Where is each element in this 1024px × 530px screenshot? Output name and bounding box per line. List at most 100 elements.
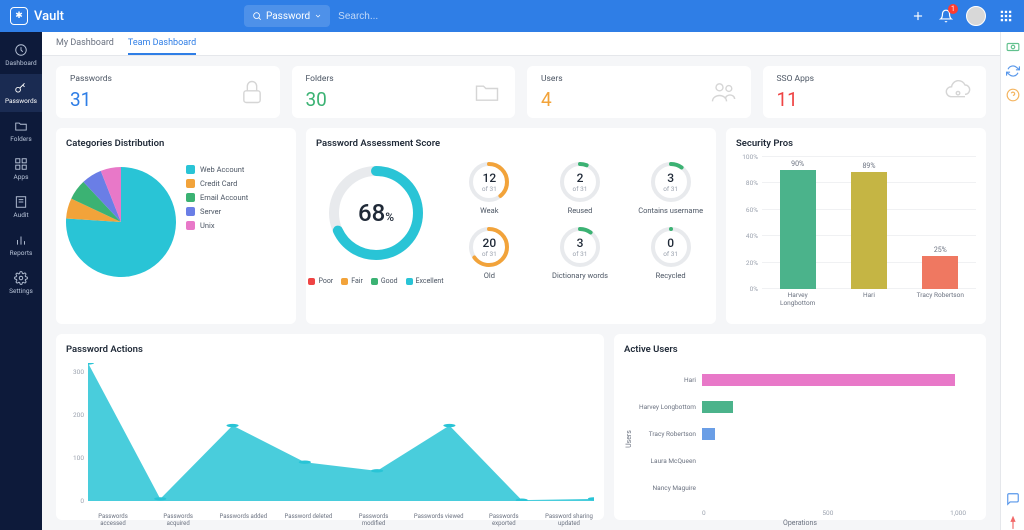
right-rail bbox=[1000, 32, 1024, 530]
card-title: Active Users bbox=[624, 344, 976, 355]
card-title: Categories Distribution bbox=[66, 138, 286, 149]
sidebar-item-settings[interactable]: Settings bbox=[0, 264, 42, 302]
logo-icon: ✱ bbox=[10, 7, 28, 25]
sidebar-label: Dashboard bbox=[5, 59, 36, 67]
tab-team-dashboard[interactable]: Team Dashboard bbox=[128, 32, 196, 55]
search-type-label: Password bbox=[266, 11, 310, 22]
settings-icon bbox=[14, 271, 28, 285]
ring-item: 3of 31Dictionary words bbox=[545, 226, 616, 285]
stat-row: Passwords 31 Folders 30 Users 4 SSO Apps 11 bbox=[56, 66, 986, 118]
sidebar-label: Apps bbox=[14, 173, 29, 181]
score-donut: 68% bbox=[326, 163, 426, 263]
sidebar-item-passwords[interactable]: Passwords bbox=[0, 74, 42, 112]
score-legend: Poor Fair Good Excellent bbox=[308, 277, 443, 285]
sidebar: Dashboard Passwords Folders Apps Audit Report… bbox=[0, 32, 42, 530]
cloud-key-icon bbox=[944, 78, 972, 106]
sidebar-item-apps[interactable]: Apps bbox=[0, 150, 42, 188]
legend-item: Fair bbox=[341, 277, 363, 285]
security-pros-card: Security Pros 0%20%40%60%80%100%90%89%25… bbox=[726, 128, 986, 324]
legend-item: Good bbox=[371, 277, 398, 285]
folder-icon bbox=[14, 119, 28, 133]
sidebar-label: Folders bbox=[10, 135, 31, 143]
ring-item: 0of 31Recycled bbox=[635, 226, 706, 285]
active-users-card: Active Users UsersHariHarvey LongbottomT… bbox=[614, 334, 986, 520]
sidebar-label: Reports bbox=[10, 249, 33, 257]
tabs: My Dashboard Team Dashboard bbox=[42, 32, 1000, 56]
bar-chart: 0%20%40%60%80%100%90%89%25%Harvey Longbo… bbox=[736, 157, 976, 307]
key-icon bbox=[14, 81, 28, 95]
main: My Dashboard Team Dashboard Passwords 31 Fo… bbox=[42, 32, 1000, 530]
assessment-card: Password Assessment Score 68% Poor Fair Go… bbox=[306, 128, 716, 324]
notif-badge: 1 bbox=[948, 4, 958, 14]
stat-card-sso-apps[interactable]: SSO Apps 11 bbox=[763, 66, 987, 118]
sidebar-label: Audit bbox=[13, 211, 28, 219]
legend-item: Email Account bbox=[186, 193, 248, 202]
reports-icon bbox=[14, 233, 28, 247]
plus-icon bbox=[911, 9, 925, 23]
ring-item: 12of 31Weak bbox=[454, 161, 525, 220]
pie-chart bbox=[66, 167, 176, 277]
categories-card: Categories Distribution Web AccountCredi… bbox=[56, 128, 296, 324]
pin-icon[interactable] bbox=[1006, 516, 1020, 530]
pie-legend: Web AccountCredit CardEmail AccountServe… bbox=[186, 165, 248, 277]
stat-label: Users bbox=[541, 74, 563, 84]
stat-label: SSO Apps bbox=[777, 74, 815, 84]
legend-item: Unix bbox=[186, 221, 248, 230]
avatar[interactable] bbox=[966, 6, 986, 26]
app-name: Vault bbox=[34, 9, 64, 24]
search-input[interactable] bbox=[330, 11, 470, 22]
stat-value: 11 bbox=[777, 88, 815, 111]
search-group: Password bbox=[244, 5, 470, 27]
sidebar-item-folders[interactable]: Folders bbox=[0, 112, 42, 150]
score-value: 68 bbox=[358, 199, 385, 227]
tab-my-dashboard[interactable]: My Dashboard bbox=[56, 32, 114, 55]
stat-value: 31 bbox=[70, 88, 112, 111]
stat-label: Folders bbox=[306, 74, 334, 84]
money-icon[interactable] bbox=[1006, 40, 1020, 54]
top-bar: ✱ Vault Password 1 bbox=[0, 0, 1024, 32]
lock-icon bbox=[238, 78, 266, 106]
help-icon[interactable] bbox=[1006, 88, 1020, 102]
sidebar-label: Settings bbox=[9, 287, 33, 295]
legend-item: Server bbox=[186, 207, 248, 216]
ring-item: 20of 31Old bbox=[454, 226, 525, 285]
refresh-icon[interactable] bbox=[1006, 64, 1020, 78]
users-icon bbox=[709, 78, 737, 106]
stat-value: 4 bbox=[541, 88, 563, 111]
card-title: Password Assessment Score bbox=[316, 138, 706, 149]
ring-item: 3of 31Contains username bbox=[635, 161, 706, 220]
chevron-down-icon bbox=[314, 12, 322, 20]
folder-big-icon bbox=[473, 78, 501, 106]
legend-item: Excellent bbox=[406, 277, 444, 285]
header-right: 1 bbox=[910, 6, 1014, 26]
search-icon bbox=[252, 11, 262, 21]
app-logo[interactable]: ✱ Vault bbox=[10, 7, 64, 25]
stat-value: 30 bbox=[306, 88, 334, 111]
card-title: Security Pros bbox=[736, 138, 976, 149]
ring-item: 2of 31Reused bbox=[545, 161, 616, 220]
audit-icon bbox=[14, 195, 28, 209]
search-type-dropdown[interactable]: Password bbox=[244, 5, 330, 27]
notifications-button[interactable]: 1 bbox=[938, 8, 954, 24]
dashboard-icon bbox=[14, 43, 28, 57]
sidebar-item-dashboard[interactable]: Dashboard bbox=[0, 36, 42, 74]
stat-card-users[interactable]: Users 4 bbox=[527, 66, 751, 118]
sidebar-item-reports[interactable]: Reports bbox=[0, 226, 42, 264]
legend-item: Web Account bbox=[186, 165, 248, 174]
sidebar-item-audit[interactable]: Audit bbox=[0, 188, 42, 226]
apps-icon bbox=[14, 157, 28, 171]
grid-icon bbox=[999, 9, 1013, 23]
assessment-rings: 12of 31Weak 2of 31Reused 3of 31Contains us… bbox=[454, 161, 706, 285]
legend-item: Poor bbox=[308, 277, 333, 285]
chat-icon[interactable] bbox=[1006, 492, 1020, 506]
stat-card-folders[interactable]: Folders 30 bbox=[292, 66, 516, 118]
stat-card-passwords[interactable]: Passwords 31 bbox=[56, 66, 280, 118]
card-title: Password Actions bbox=[66, 344, 594, 355]
hbar-chart: UsersHariHarvey LongbottomTracy Robertso… bbox=[624, 363, 976, 527]
sidebar-label: Passwords bbox=[5, 97, 37, 105]
add-button[interactable] bbox=[910, 8, 926, 24]
stat-label: Passwords bbox=[70, 74, 112, 84]
password-actions-card: Password Actions 0100200300Passwords acc… bbox=[56, 334, 604, 520]
apps-grid-button[interactable] bbox=[998, 8, 1014, 24]
area-chart: 0100200300Passwords accessedPasswords ac… bbox=[66, 363, 594, 527]
